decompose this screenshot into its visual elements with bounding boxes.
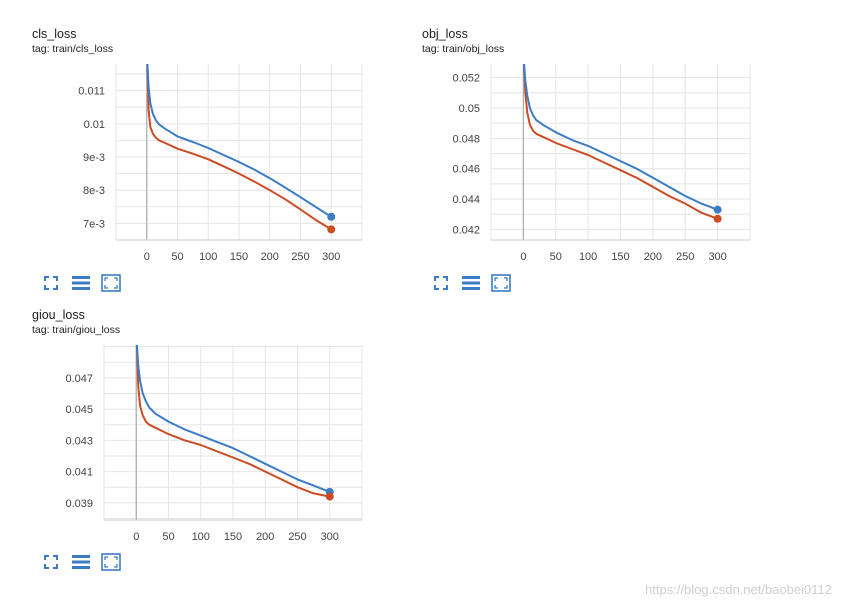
fit-to-data-icon[interactable] [41,552,61,572]
x-tick-label: 100 [579,251,597,263]
x-tick-label: 150 [611,251,629,263]
y-tick-label: 8e-3 [83,185,105,197]
x-tick-label: 250 [676,251,694,263]
fit-to-data-icon[interactable] [41,273,61,293]
chart-toolbar [431,273,521,293]
y-tick-label: 0.05 [459,103,480,115]
chart-title: obj_loss [422,27,468,41]
series-end-marker-orange [327,225,336,234]
y-tick-label: 7e-3 [83,218,105,230]
chart-toolbar [41,552,131,572]
line-chart-cls-loss[interactable]: 7e-3 8e-3 9e-3 0.01 0.011 0 50 100 150 200 250 300 [0,0,380,270]
x-tick-label: 300 [322,251,340,263]
series-end-marker-orange [713,214,722,223]
x-tick-label: 100 [192,531,210,543]
x-tick-label: 200 [644,251,662,263]
y-tick-label: 0.052 [452,73,480,85]
series-line-orange [523,63,718,220]
series-line-orange [146,63,332,231]
series-line-blue [146,63,332,218]
y-tick-label: 0.042 [452,224,480,236]
x-tick-label: 300 [708,251,726,263]
expand-chart-icon[interactable] [101,552,121,572]
y-tick-label: 0.043 [65,435,93,447]
y-tick-label: 0.044 [452,194,480,206]
line-chart-giou-loss[interactable]: 0.039 0.041 0.043 0.045 0.047 0 50 100 150 200 250… [0,0,380,560]
x-tick-label: 50 [550,251,562,263]
series-line-blue [135,344,331,493]
y-tick-label: 0.011 [78,86,105,98]
x-tick-label: 250 [291,251,309,263]
line-chart-obj-loss[interactable]: 0.042 0.044 0.046 0.048 0.05 0.052 0 50 100 150 20… [0,0,780,270]
x-tick-label: 150 [230,251,248,263]
y-tick-label: 9e-3 [83,152,105,164]
y-tick-label: 0.048 [452,133,480,145]
chart-tag: tag: train/obj_loss [422,43,505,55]
expand-chart-icon[interactable] [101,273,121,293]
toggle-log-scale-icon[interactable] [71,552,91,572]
expand-chart-icon[interactable] [491,273,511,293]
series-end-marker-blue [327,212,336,221]
y-tick-label: 0.047 [65,373,93,385]
series-line-blue [523,63,718,211]
toggle-log-scale-icon[interactable] [461,273,481,293]
chart-title: giou_loss [32,308,85,322]
x-tick-label: 300 [321,531,339,543]
y-tick-label: 0.045 [65,404,93,416]
x-tick-label: 50 [171,251,183,263]
x-tick-label: 200 [256,531,274,543]
toggle-log-scale-icon[interactable] [71,273,91,293]
fit-to-data-icon[interactable] [431,273,451,293]
x-tick-label: 200 [261,251,279,263]
x-tick-label: 150 [224,531,242,543]
x-tick-label: 100 [199,251,217,263]
chart-tag: tag: train/giou_loss [32,324,121,336]
watermark: https://blog.csdn.net/baobei0112 [645,582,832,597]
series-end-marker-blue [713,205,722,214]
x-tick-label: 0 [133,531,139,543]
y-tick-label: 0.039 [65,498,93,510]
chart-toolbar [41,273,131,293]
x-tick-label: 50 [162,531,174,543]
chart-title: cls_loss [32,27,77,41]
x-tick-label: 0 [520,251,526,263]
chart-tag: tag: train/cls_loss [32,43,114,55]
y-tick-label: 0.046 [452,164,480,176]
x-tick-label: 0 [144,251,150,263]
y-tick-label: 0.041 [65,467,93,479]
series-line-orange [135,344,330,498]
x-tick-label: 250 [288,531,306,543]
y-tick-label: 0.01 [84,119,105,131]
series-end-marker-orange [325,492,334,501]
